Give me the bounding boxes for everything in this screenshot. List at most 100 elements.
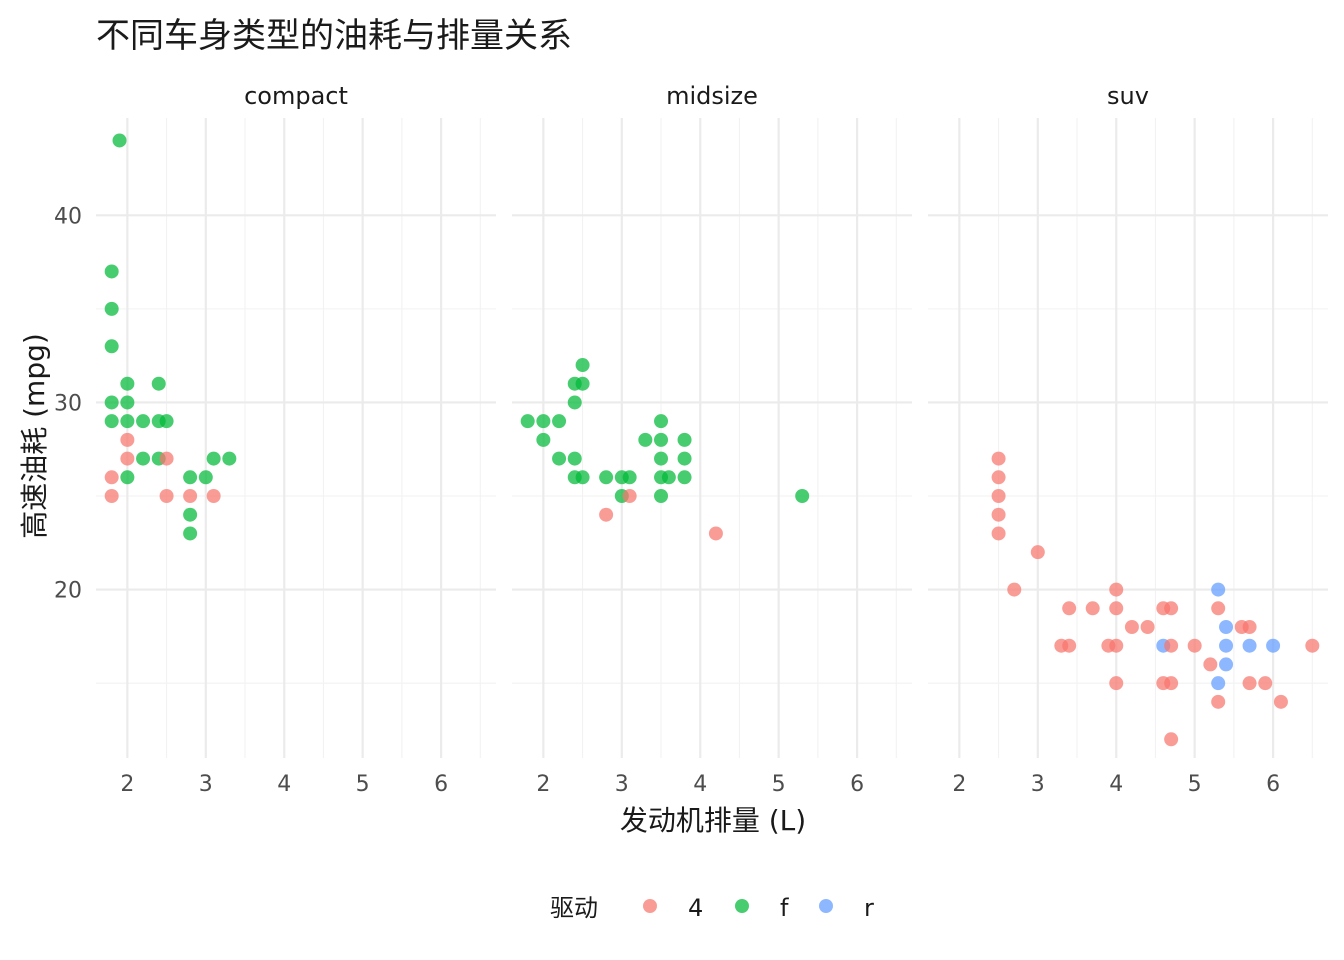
data-point [1101,638,1116,653]
x-tick-label: 2 [120,772,134,797]
data-point [991,526,1006,541]
data-point [575,358,590,373]
data-point [1258,676,1273,691]
legend-label: 4 [688,894,703,922]
x-axis-title: 发动机排量 (L) [620,804,806,837]
data-point [1187,638,1202,653]
data-point [159,489,174,504]
data-point [104,264,119,279]
data-point [104,301,119,316]
data-point [198,470,213,485]
facet-panel-compact: compact 2 3 4 5 6 [96,82,496,797]
x-tick-label: 5 [772,772,786,797]
data-point [1211,582,1226,597]
x-tick-label: 4 [693,772,707,797]
data-point [1062,638,1077,653]
data-point [1211,694,1226,709]
x-tick-label: 3 [615,772,629,797]
data-point [575,470,590,485]
data-point [1164,676,1179,691]
data-point [120,395,135,410]
x-tick-label: 6 [434,772,448,797]
data-point [1164,732,1179,747]
data-point [183,489,198,504]
data-point [120,470,135,485]
data-point [120,376,135,391]
data-point [104,395,119,410]
data-point [1242,620,1257,635]
facet-panels: compact 2 3 4 5 6 midsize 2 3 4 5 6 suv 2 3 4 5 6 [96,82,1328,797]
data-point [1219,657,1234,672]
data-point [638,432,653,447]
data-point [1164,638,1179,653]
data-point [104,470,119,485]
data-point [222,451,237,466]
data-point [112,133,127,148]
data-point [206,451,221,466]
data-point [622,489,637,504]
data-point [536,432,551,447]
data-point [104,489,119,504]
data-point [1305,638,1320,653]
data-point [183,470,198,485]
data-point [1109,676,1124,691]
legend-title: 驱动 [550,894,598,922]
data-point [183,526,198,541]
data-point [708,526,723,541]
legend: 驱动 4 f r [550,894,874,922]
data-point [552,451,567,466]
data-point [677,451,692,466]
chart-title: 不同车身类型的油耗与排量关系 [96,16,572,56]
data-point [1124,620,1139,635]
x-tick-label: 5 [1188,772,1202,797]
data-point [991,507,1006,522]
data-point [661,470,676,485]
data-point [677,470,692,485]
data-point [1109,601,1124,616]
data-point [654,489,669,504]
data-point [159,451,174,466]
data-point [136,414,151,429]
y-axis-title: 高速油耗 (mpg) [18,333,51,539]
data-point [1211,676,1226,691]
x-tick-label: 5 [356,772,370,797]
facet-strip-label: suv [1107,82,1149,110]
x-tick-label: 4 [1109,772,1123,797]
data-point [575,376,590,391]
data-point [159,414,174,429]
data-point [120,451,135,466]
data-point [1007,582,1022,597]
data-point [1273,694,1288,709]
data-point [1219,620,1234,635]
x-tick-label: 2 [536,772,550,797]
data-point [677,432,692,447]
data-point [552,414,567,429]
facet-strip-label: compact [244,82,348,110]
data-point [991,489,1006,504]
data-point [991,470,1006,485]
data-point [104,414,119,429]
data-point [1164,601,1179,616]
y-tick-label: 40 [54,204,82,229]
data-point [567,395,582,410]
data-point [1211,601,1226,616]
facet-panel-midsize: midsize 2 3 4 5 6 [512,82,912,797]
x-tick-label: 3 [1031,772,1045,797]
x-tick-label: 6 [1266,772,1280,797]
y-axis: 20 30 40 [54,204,82,603]
data-point [622,470,637,485]
y-tick-label: 30 [54,391,82,416]
legend-label: r [864,894,874,922]
data-point [1109,582,1124,597]
data-point [136,451,151,466]
data-point [654,414,669,429]
data-point [206,489,221,504]
facet-panel-suv: suv 2 3 4 5 6 [928,82,1328,797]
legend-key-f [735,899,749,913]
data-point [795,489,810,504]
data-point [567,451,582,466]
legend-key-r [819,899,833,913]
data-point [536,414,551,429]
data-point [1242,638,1257,653]
